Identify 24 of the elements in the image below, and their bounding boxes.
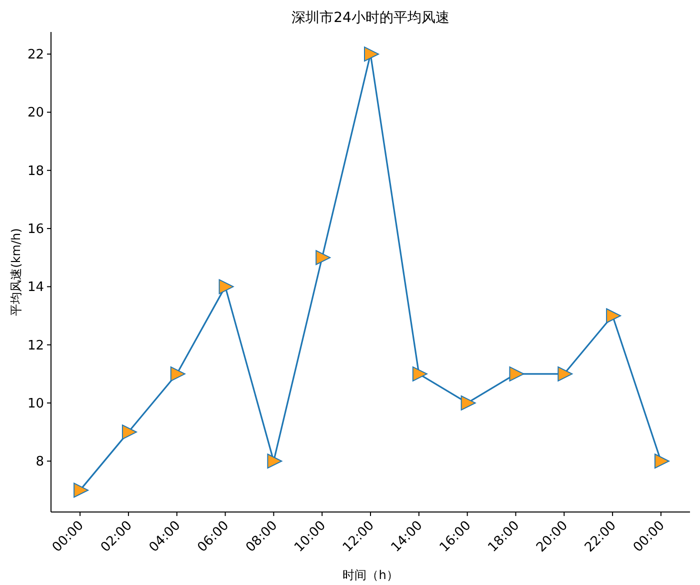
y-tick-label: 22 <box>27 48 44 63</box>
point <box>654 454 670 469</box>
point <box>122 424 137 440</box>
y-tick-label: 16 <box>27 222 44 238</box>
point <box>316 250 331 266</box>
x-axis-title: 时间（h） <box>342 568 398 582</box>
point <box>460 395 476 410</box>
y-tick-label: 20 <box>27 106 44 121</box>
point <box>412 366 428 382</box>
point <box>364 46 379 62</box>
y-tick-label: 18 <box>27 164 44 179</box>
y-tick-label: 8 <box>36 454 44 470</box>
point <box>606 308 622 324</box>
y-tick-label: 10 <box>27 396 44 412</box>
point <box>509 366 524 382</box>
chart-title: 深圳市24小时的平均风速 <box>292 10 450 26</box>
point <box>267 454 282 469</box>
point <box>74 482 89 498</box>
y-axis-title: 平均风速(km/h) <box>9 228 23 316</box>
point <box>218 279 234 294</box>
y-tick-label: 14 <box>27 280 44 296</box>
point <box>170 366 186 382</box>
y-tick-label: 12 <box>27 338 44 354</box>
point <box>558 366 573 382</box>
